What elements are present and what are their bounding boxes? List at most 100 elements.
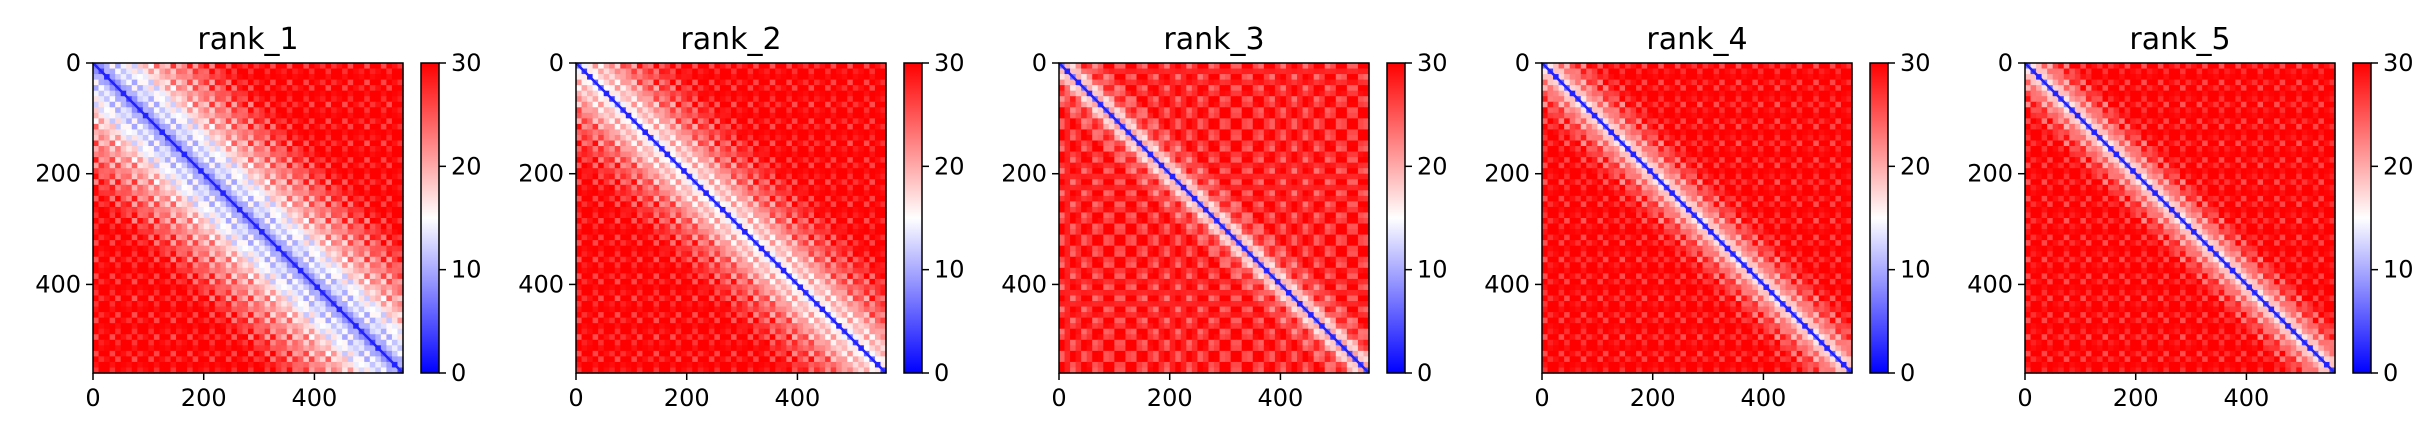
heatmap-cell [153,190,161,197]
heatmap-cell [764,206,771,214]
heatmap-cell [120,190,127,197]
heatmap-cell [386,301,393,308]
heatmap-cell [780,123,787,131]
heatmap-cell [587,234,594,241]
heatmap-cell [225,151,232,158]
heatmap-cell [264,201,271,208]
heatmap-cell [187,123,194,131]
heatmap-cell [242,107,249,114]
heatmap-cell [786,223,793,230]
heatmap-cell [719,134,727,142]
heatmap-cell [603,146,610,153]
heatmap-cell [225,123,232,131]
heatmap-cell [375,218,382,225]
heatmap-cell [858,68,865,75]
heatmap-cell [369,101,376,108]
heatmap-cell [236,184,244,191]
heatmap-cell [164,96,172,103]
panel-title: rank_1 [197,22,298,57]
heatmap-cell [109,118,116,125]
heatmap-cell [397,85,404,92]
heatmap-cell [614,140,621,147]
heatmap-cell [286,112,293,119]
heatmap-cell [248,184,255,191]
heatmap-cell [303,251,310,258]
heatmap-cell [764,223,771,230]
heatmap-cell [703,90,710,97]
heatmap-cell [670,112,677,119]
heatmap-cell [631,179,638,186]
heatmap-cell [780,157,787,164]
heatmap-cell [358,90,365,97]
heatmap-cell [841,90,848,97]
heatmap-cell [852,234,859,241]
heatmap-cell [275,101,282,108]
heatmap-cell [93,267,100,274]
heatmap-cell [170,118,177,125]
heatmap-cell [153,162,161,169]
heatmap-cell [380,267,387,274]
heatmap-cell [214,323,221,330]
heatmap-cell [347,328,354,335]
heatmap-cell [275,162,282,169]
heatmap-cell [836,90,843,97]
heatmap-cell [331,218,338,225]
heatmap-cell [264,345,271,352]
heatmap-cell [664,90,671,97]
heatmap-cell [858,79,865,86]
heatmap-cell [314,339,321,346]
heatmap-cell [181,367,188,374]
heatmap-cell [603,123,610,131]
heatmap-cell [319,284,327,291]
heatmap-cell [369,245,376,252]
heatmap-cell [609,123,616,131]
heatmap-cell [342,90,349,97]
heatmap-cell [358,74,365,81]
heatmap-cell [708,162,715,169]
heatmap-cell [592,206,599,214]
heatmap-cell [137,146,144,153]
heatmap-cell [164,273,172,280]
heatmap-cell [297,173,304,180]
heatmap-cell [220,85,227,92]
heatmap-cell [159,284,166,291]
heatmap-cell [731,190,738,197]
heatmap-cell [587,151,594,158]
heatmap-cell [659,129,666,136]
heatmap-cell [148,96,155,103]
heatmap-cell [292,68,299,75]
heatmap-cell [192,63,199,70]
heatmap-cell [747,162,754,169]
heatmap-cell [681,223,688,230]
heatmap-cell [109,240,116,247]
heatmap-cell [170,134,177,142]
heatmap-cell [225,168,232,175]
heatmap-cell [836,112,843,119]
heatmap-cell [708,107,715,114]
heatmap-cell [747,201,754,208]
heatmap-cell [126,68,133,75]
heatmap-cell [874,90,882,97]
heatmap-cell [203,157,210,164]
heatmap-cell [98,245,105,252]
heatmap-cell [242,74,249,81]
heatmap-cell [104,201,111,208]
heatmap-cell [126,218,133,225]
heatmap-cell [142,262,149,269]
heatmap-cell [642,240,649,247]
heatmap-cell [270,79,277,86]
heatmap-cell [758,90,765,97]
heatmap-cell [869,179,876,186]
heatmap-cell [236,345,244,352]
heatmap-cell [386,123,393,131]
heatmap-cell [869,85,876,92]
heatmap-cell [380,112,387,119]
heatmap-cell [609,134,616,142]
heatmap-cell [181,278,188,286]
heatmap-cell [836,190,843,197]
heatmap-cell [231,212,238,219]
heatmap-cell [303,306,310,313]
heatmap-cell [358,245,365,252]
heatmap-cell [153,129,161,136]
heatmap-cell [342,284,349,291]
